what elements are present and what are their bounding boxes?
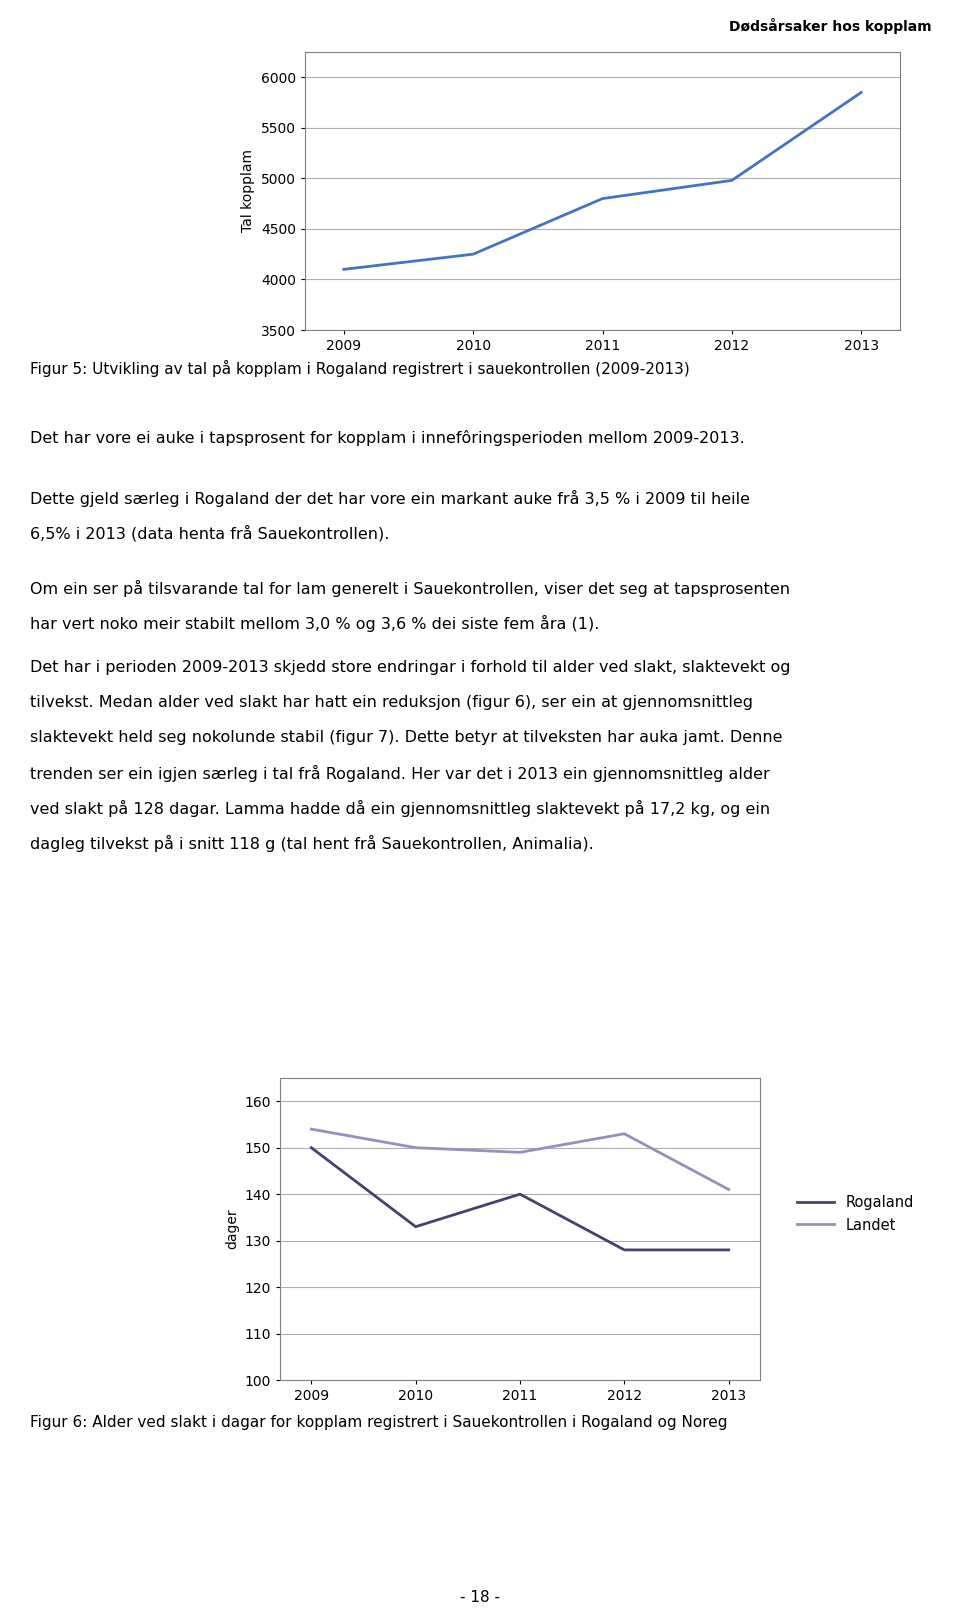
Text: har vert noko meir stabilt mellom 3,0 % og 3,6 % dei siste fem åra (1).: har vert noko meir stabilt mellom 3,0 % …: [30, 616, 599, 632]
Text: Dette gjeld særleg i Rogaland der det har vore ein markant auke frå 3,5 % i 2009: Dette gjeld særleg i Rogaland der det ha…: [30, 489, 750, 507]
Text: - 18 -: - 18 -: [460, 1589, 500, 1605]
Text: trenden ser ein igjen særleg i tal frå Rogaland. Her var det i 2013 ein gjennoms: trenden ser ein igjen særleg i tal frå R…: [30, 765, 770, 782]
Text: Det har i perioden 2009-2013 skjedd store endringar i forhold til alder ved slak: Det har i perioden 2009-2013 skjedd stor…: [30, 659, 790, 676]
Text: ved slakt på 128 dagar. Lamma hadde då ein gjennomsnittleg slaktevekt på 17,2 kg: ved slakt på 128 dagar. Lamma hadde då e…: [30, 800, 770, 816]
Text: Dødsårsaker hos kopplam: Dødsårsaker hos kopplam: [729, 18, 931, 34]
Y-axis label: Tal kopplam: Tal kopplam: [241, 149, 255, 233]
Text: Om ein ser på tilsvarande tal for lam generelt i Sauekontrollen, viser det seg a: Om ein ser på tilsvarande tal for lam ge…: [30, 580, 790, 598]
Text: 6,5% i 2013 (data henta frå Sauekontrollen).: 6,5% i 2013 (data henta frå Sauekontroll…: [30, 525, 390, 541]
Y-axis label: dager: dager: [225, 1209, 239, 1249]
Legend: Rogaland, Landet: Rogaland, Landet: [791, 1189, 920, 1238]
Text: tilvekst. Medan alder ved slakt har hatt ein reduksjon (figur 6), ser ein at gje: tilvekst. Medan alder ved slakt har hatt…: [30, 695, 753, 710]
Text: slaktevekt held seg nokolunde stabil (figur 7). Dette betyr at tilveksten har au: slaktevekt held seg nokolunde stabil (fi…: [30, 731, 782, 745]
Text: dagleg tilvekst på i snitt 118 g (tal hent frå Sauekontrollen, Animalia).: dagleg tilvekst på i snitt 118 g (tal he…: [30, 834, 593, 852]
Text: Figur 5: Utvikling av tal på kopplam i Rogaland registrert i sauekontrollen (200: Figur 5: Utvikling av tal på kopplam i R…: [30, 360, 689, 377]
Text: Figur 6: Alder ved slakt i dagar for kopplam registrert i Sauekontrollen i Rogal: Figur 6: Alder ved slakt i dagar for kop…: [30, 1414, 728, 1430]
Text: Det har vore ei auke i tapsprosent for kopplam i innefôringsperioden mellom 2009: Det har vore ei auke i tapsprosent for k…: [30, 429, 745, 446]
